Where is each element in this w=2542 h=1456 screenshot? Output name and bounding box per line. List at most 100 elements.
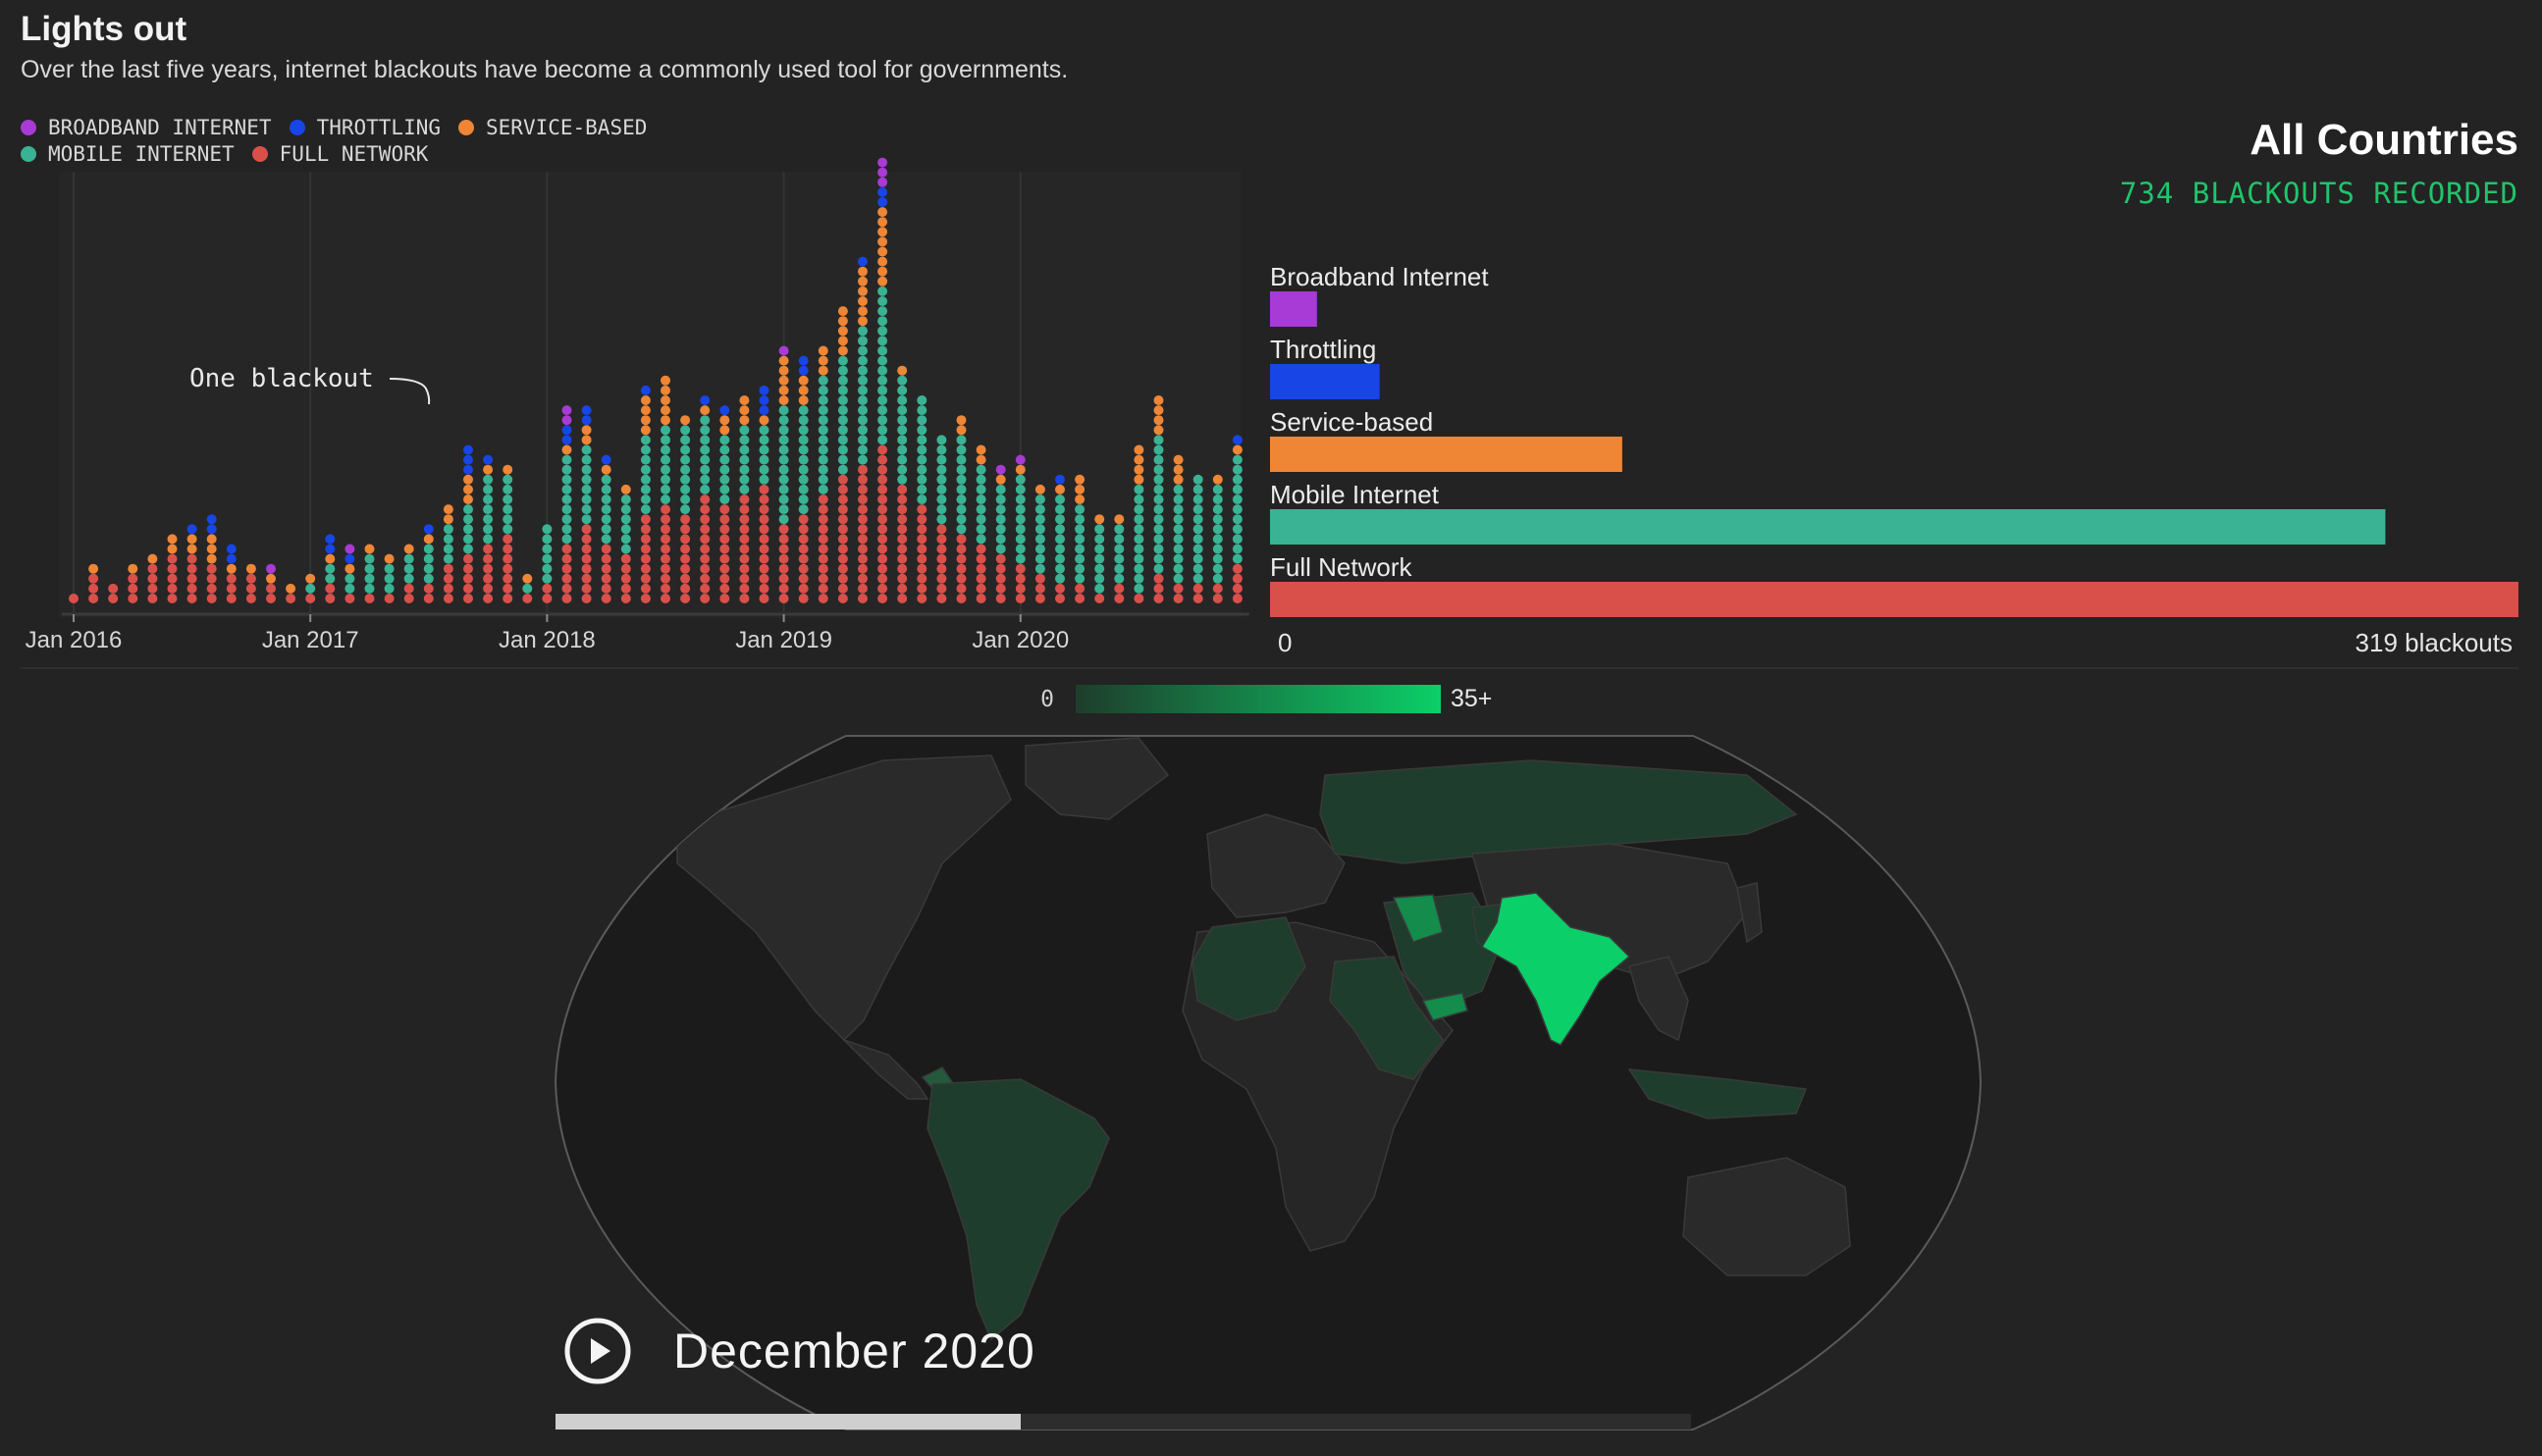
blackout-dot[interactable] <box>661 553 670 564</box>
blackout-dot[interactable] <box>798 494 809 504</box>
blackout-dot[interactable] <box>976 474 986 485</box>
blackout-dot[interactable] <box>1232 594 1243 603</box>
blackout-dot[interactable] <box>384 563 395 574</box>
blackout-dot[interactable] <box>877 464 888 475</box>
blackout-dot[interactable] <box>719 553 730 564</box>
blackout-dot[interactable] <box>759 534 769 545</box>
blackout-dot[interactable] <box>483 563 494 574</box>
blackout-dot[interactable] <box>620 573 631 584</box>
blackout-dot[interactable] <box>759 385 769 395</box>
blackout-dot[interactable] <box>956 524 967 535</box>
blackout-dot[interactable] <box>661 594 670 603</box>
bar[interactable] <box>1270 509 2386 545</box>
blackout-dot[interactable] <box>936 594 947 603</box>
blackout-dot[interactable] <box>483 494 494 504</box>
blackout-dot[interactable] <box>1015 474 1026 485</box>
blackout-dot[interactable] <box>463 444 473 455</box>
blackout-dot[interactable] <box>858 306 868 317</box>
blackout-dot[interactable] <box>1173 544 1184 554</box>
blackout-dot[interactable] <box>818 385 828 395</box>
blackout-dot[interactable] <box>719 524 730 535</box>
blackout-dot[interactable] <box>186 573 197 584</box>
blackout-dot[interactable] <box>798 375 809 386</box>
blackout-dot[interactable] <box>956 425 967 436</box>
blackout-dot[interactable] <box>778 573 789 584</box>
blackout-dot[interactable] <box>1034 583 1045 594</box>
blackout-dot[interactable] <box>956 444 967 455</box>
blackout-dot[interactable] <box>463 524 473 535</box>
blackout-dot[interactable] <box>483 514 494 525</box>
blackout-dot[interactable] <box>897 444 908 455</box>
blackout-dot[interactable] <box>877 276 888 286</box>
blackout-dot[interactable] <box>443 594 453 603</box>
blackout-dot[interactable] <box>542 544 553 554</box>
blackout-dot[interactable] <box>1015 534 1026 545</box>
blackout-dot[interactable] <box>739 444 750 455</box>
blackout-dot[interactable] <box>798 464 809 475</box>
blackout-dot[interactable] <box>1134 524 1144 535</box>
blackout-dot[interactable] <box>858 583 868 594</box>
blackout-dot[interactable] <box>700 583 711 594</box>
blackout-dot[interactable] <box>956 573 967 584</box>
blackout-dot[interactable] <box>1094 553 1105 564</box>
blackout-dot[interactable] <box>858 385 868 395</box>
blackout-dot[interactable] <box>956 464 967 475</box>
blackout-dot[interactable] <box>778 583 789 594</box>
blackout-dot[interactable] <box>897 474 908 485</box>
blackout-dot[interactable] <box>1192 474 1203 485</box>
blackout-dot[interactable] <box>561 464 572 475</box>
blackout-dot[interactable] <box>620 583 631 594</box>
legend-item-mobile[interactable]: MOBILE INTERNET <box>21 142 235 166</box>
blackout-dot[interactable] <box>877 227 888 237</box>
blackout-dot[interactable] <box>1212 544 1223 554</box>
blackout-dot[interactable] <box>581 415 592 426</box>
blackout-dot[interactable] <box>739 524 750 535</box>
blackout-dot[interactable] <box>1212 504 1223 515</box>
blackout-dot[interactable] <box>226 583 237 594</box>
blackout-dot[interactable] <box>1075 524 1086 535</box>
blackout-dot[interactable] <box>917 534 927 545</box>
blackout-dot[interactable] <box>858 494 868 504</box>
blackout-dot[interactable] <box>1192 573 1203 584</box>
blackout-dot[interactable] <box>858 504 868 515</box>
blackout-dot[interactable] <box>561 494 572 504</box>
blackout-dot[interactable] <box>719 504 730 515</box>
blackout-dot[interactable] <box>798 405 809 416</box>
blackout-dot[interactable] <box>640 514 651 525</box>
blackout-dot[interactable] <box>620 504 631 515</box>
blackout-dot[interactable] <box>798 484 809 494</box>
blackout-dot[interactable] <box>601 484 611 494</box>
blackout-dot[interactable] <box>778 563 789 574</box>
blackout-dot[interactable] <box>778 345 789 356</box>
blackout-dot[interactable] <box>897 484 908 494</box>
blackout-dot[interactable] <box>1034 544 1045 554</box>
blackout-dot[interactable] <box>1192 544 1203 554</box>
blackout-dot[interactable] <box>286 594 296 603</box>
blackout-dot[interactable] <box>1153 474 1164 485</box>
blackout-dot[interactable] <box>798 365 809 376</box>
blackout-dot[interactable] <box>1055 514 1065 525</box>
blackout-dot[interactable] <box>344 583 355 594</box>
blackout-dot[interactable] <box>897 464 908 475</box>
blackout-dot[interactable] <box>700 444 711 455</box>
blackout-dot[interactable] <box>976 563 986 574</box>
blackout-dot[interactable] <box>739 494 750 504</box>
blackout-dot[interactable] <box>620 563 631 574</box>
blackout-dot[interactable] <box>739 435 750 445</box>
blackout-dot[interactable] <box>680 444 691 455</box>
blackout-dot[interactable] <box>147 553 158 564</box>
blackout-dot[interactable] <box>719 464 730 475</box>
blackout-dot[interactable] <box>956 594 967 603</box>
blackout-dot[interactable] <box>640 484 651 494</box>
blackout-dot[interactable] <box>897 365 908 376</box>
blackout-dot[interactable] <box>206 563 217 574</box>
blackout-dot[interactable] <box>700 504 711 515</box>
blackout-dot[interactable] <box>877 266 888 277</box>
blackout-dot[interactable] <box>640 454 651 465</box>
blackout-dot[interactable] <box>837 316 848 327</box>
blackout-dot[interactable] <box>384 573 395 584</box>
blackout-dot[interactable] <box>601 553 611 564</box>
blackout-dot[interactable] <box>1153 524 1164 535</box>
blackout-dot[interactable] <box>680 425 691 436</box>
blackout-dot[interactable] <box>601 454 611 465</box>
